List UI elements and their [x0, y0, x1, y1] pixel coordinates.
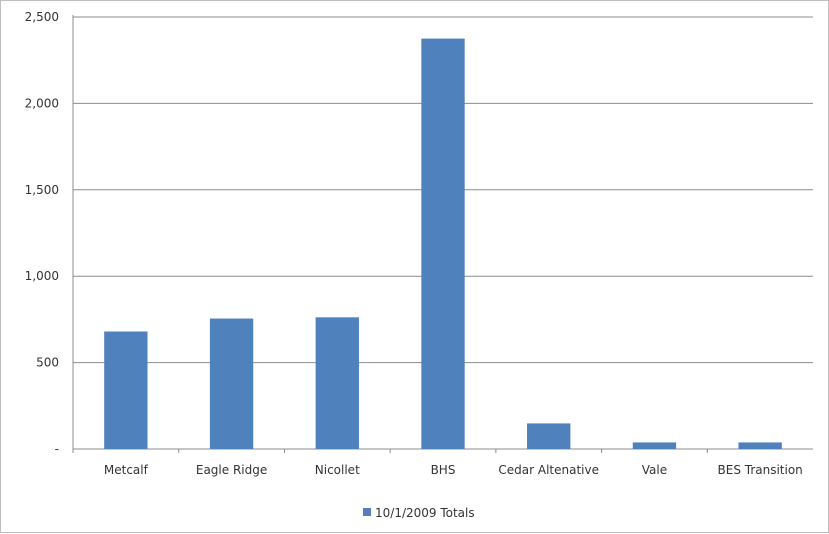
bars	[104, 38, 782, 449]
bar	[315, 317, 359, 449]
bar	[738, 442, 782, 449]
x-tick-label: Vale	[642, 463, 667, 477]
x-tick-label: Cedar Altenative	[498, 463, 599, 477]
legend: 10/1/2009 Totals	[363, 506, 475, 520]
bar	[104, 331, 148, 449]
y-tick-label: 500	[36, 356, 59, 370]
legend-label: 10/1/2009 Totals	[375, 506, 475, 520]
y-tick-label: 1,000	[25, 269, 59, 283]
x-tick-label: BHS	[431, 463, 456, 477]
legend-swatch	[363, 508, 371, 516]
y-tick-label: 2,500	[25, 10, 59, 24]
y-tick-labels: - 500 1,000 1,500 2,000 2,500	[25, 10, 59, 456]
y-tick-label: 1,500	[25, 183, 59, 197]
bar	[527, 423, 571, 449]
bar	[209, 318, 254, 449]
x-tick-label: BES Transition	[718, 463, 803, 477]
y-tick-label: 2,000	[25, 96, 59, 110]
bar	[632, 442, 677, 449]
y-tick-label: -	[55, 442, 59, 456]
bar	[421, 38, 465, 449]
x-tick-labels: Metcalf Eagle Ridge Nicollet BHS Cedar Alten…	[104, 463, 803, 477]
x-tick-label: Eagle Ridge	[196, 463, 267, 477]
x-tick-label: Metcalf	[104, 463, 149, 477]
x-tick-label: Nicollet	[315, 463, 360, 477]
